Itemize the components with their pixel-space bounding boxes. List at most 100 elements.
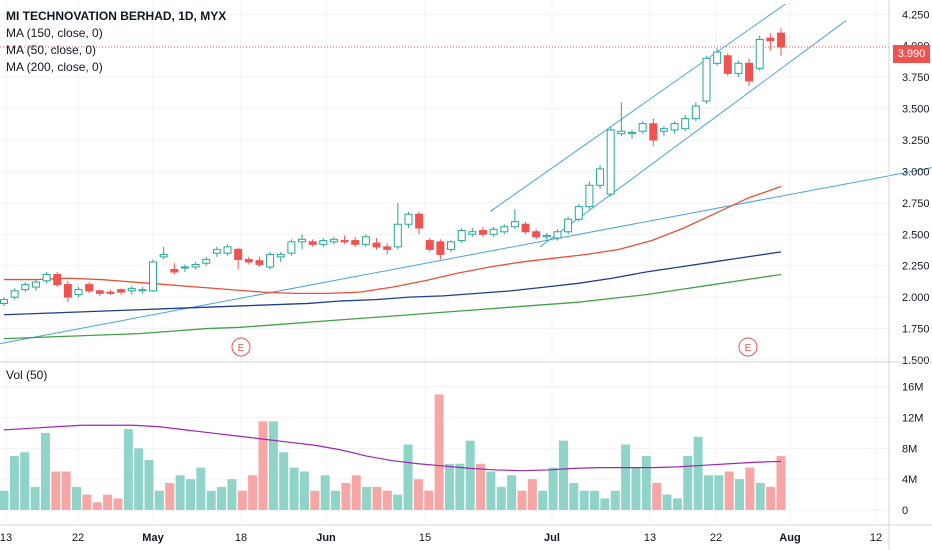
volume-bar <box>289 467 299 510</box>
volume-bar <box>424 490 434 510</box>
volume-bar <box>693 436 703 510</box>
candle-body <box>180 266 189 269</box>
candle-body <box>393 223 402 248</box>
volume-bar <box>745 467 755 510</box>
volume-label[interactable]: Vol (50) <box>6 368 48 382</box>
volume-bar <box>134 448 144 510</box>
volume-ma-line <box>3 424 782 472</box>
candle-body <box>106 291 115 294</box>
candle-body <box>234 248 243 260</box>
volume-bar <box>331 490 341 510</box>
price-tick-label: 1.500 <box>902 355 930 367</box>
time-tick-label: 15 <box>419 532 431 544</box>
candle-body <box>617 130 626 135</box>
legend-ma200[interactable]: MA (200, close, 0) <box>6 60 103 74</box>
volume-bar <box>590 490 600 510</box>
candle-body <box>606 129 615 195</box>
trendlines <box>0 3 932 345</box>
candle-body <box>74 289 83 296</box>
ma-line <box>3 273 782 340</box>
price-tick-label: 2.000 <box>902 292 930 304</box>
candle-body <box>447 241 456 250</box>
volume-ma-line <box>3 424 782 472</box>
earnings-marker <box>738 337 758 357</box>
volume-bar <box>413 479 423 510</box>
candle-body <box>564 218 573 233</box>
volume-bar <box>320 475 330 510</box>
candle-body <box>223 246 232 254</box>
candle-body <box>734 62 743 74</box>
candle-body <box>21 284 30 291</box>
volume-bar <box>569 483 579 510</box>
candle-body <box>489 228 498 235</box>
volume-bar <box>237 490 247 510</box>
price-tick-label: 4.250 <box>902 9 930 21</box>
volume-bar <box>558 440 568 510</box>
candle-body <box>542 235 551 238</box>
volume-bar <box>113 498 123 510</box>
candle-body <box>0 299 8 304</box>
candle-body <box>681 118 690 130</box>
volume-bar <box>641 456 651 510</box>
price-tick-label: 3.750 <box>902 72 930 84</box>
trendline <box>0 167 932 345</box>
volume-bar <box>527 479 537 510</box>
candle-body <box>266 253 275 268</box>
candle-body <box>436 241 445 255</box>
candle-body <box>713 51 722 64</box>
candle-body <box>691 105 700 120</box>
volume-bar <box>403 444 413 510</box>
volume-bar <box>662 494 672 510</box>
volume-bar <box>548 467 558 510</box>
volume-bar <box>631 467 641 510</box>
time-tick-label: 13 <box>644 532 656 544</box>
volume-bar <box>154 490 164 510</box>
candle-body <box>383 246 392 250</box>
volume-bar <box>217 486 227 510</box>
volume-bar <box>206 490 216 510</box>
candle-body <box>723 55 732 74</box>
volume-bar <box>258 421 268 510</box>
volume-bar <box>185 479 195 510</box>
time-tick-label: 18 <box>235 532 247 544</box>
candle-body <box>425 240 434 250</box>
candle-body <box>159 253 168 258</box>
candle-body <box>766 37 775 42</box>
volume-bar <box>61 471 71 510</box>
volume-bar <box>351 475 361 510</box>
volume-bar <box>476 463 486 510</box>
volume-bar <box>0 490 9 510</box>
candle-body <box>532 231 541 238</box>
volume-bar <box>123 429 133 510</box>
legend-ma50[interactable]: MA (50, close, 0) <box>6 43 97 57</box>
volume-bar <box>9 456 19 510</box>
candle-body <box>415 213 424 229</box>
volume-bar <box>496 486 506 510</box>
price-tick-label: 2.750 <box>902 198 930 210</box>
candle-body <box>478 230 487 235</box>
volume-bar <box>714 475 724 510</box>
candle-body <box>95 290 104 294</box>
candle-body <box>574 206 583 220</box>
candle-body <box>585 184 594 208</box>
candle-body <box>372 242 381 248</box>
candle-body <box>244 258 253 263</box>
volume-bar <box>165 483 175 510</box>
candle-body <box>649 123 658 141</box>
volume-bar <box>517 490 527 510</box>
price-tick-label: 2.250 <box>902 261 930 273</box>
volume-bar <box>600 498 610 510</box>
volume-bar <box>227 479 237 510</box>
last-price-badge: 3.990 <box>893 45 930 63</box>
candle-body <box>191 263 200 268</box>
volume-bar <box>486 471 496 510</box>
candle-body <box>745 62 754 82</box>
legend-ma150[interactable]: MA (150, close, 0) <box>6 26 103 40</box>
candle-body <box>510 221 519 228</box>
volume-bar <box>507 475 517 510</box>
candle-body <box>53 274 62 286</box>
candle-body <box>340 240 349 243</box>
candle-body <box>457 230 466 242</box>
